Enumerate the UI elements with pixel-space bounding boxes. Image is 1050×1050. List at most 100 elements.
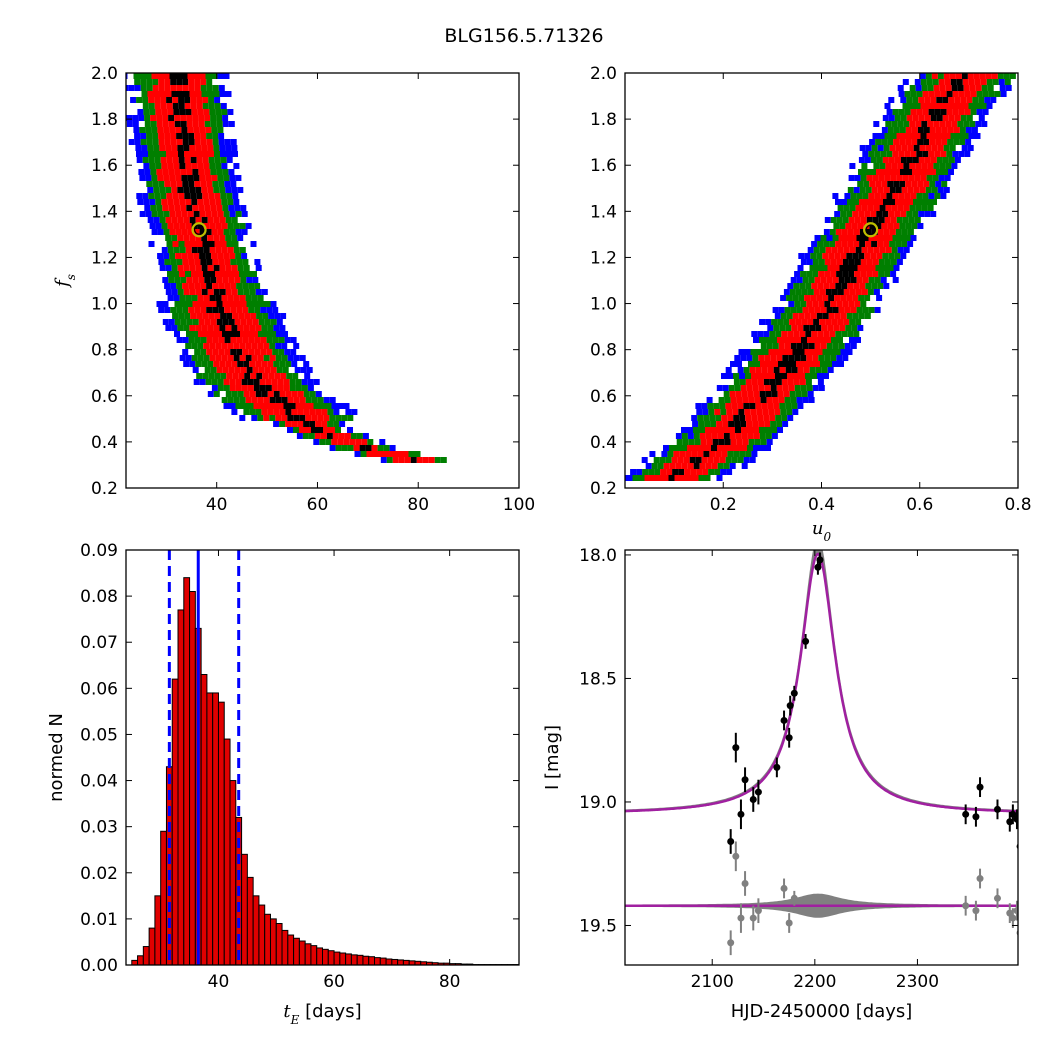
heatmap-cell: [218, 139, 225, 145]
heatmap-cell: [234, 331, 240, 337]
heatmap-cell: [780, 313, 787, 319]
heatmap-cell: [859, 283, 866, 289]
heatmap-cell: [844, 343, 851, 349]
heatmap-cell: [916, 151, 923, 157]
heatmap-cell: [162, 277, 169, 283]
heatmap-cell: [186, 331, 192, 337]
heatmap-cell: [687, 445, 693, 451]
heatmap-cell: [729, 391, 736, 397]
axes-frame: [624, 549, 1019, 966]
heatmap-cell: [774, 313, 781, 319]
heatmap-cell: [779, 367, 786, 373]
heatmap-cell: [745, 373, 751, 379]
heatmap-cell: [200, 259, 207, 265]
heatmap-cell: [813, 337, 819, 343]
heatmap-cell: [239, 397, 246, 403]
heatmap-cell: [226, 373, 233, 379]
heatmap-cell: [857, 181, 864, 187]
heatmap-cell: [165, 265, 172, 271]
heatmap-cell: [693, 433, 700, 439]
heatmap-cell: [886, 151, 893, 157]
heatmap-cell: [187, 175, 194, 181]
heatmap-cell: [201, 325, 208, 331]
heatmap-cell: [820, 235, 827, 241]
heatmap-cell: [158, 79, 165, 85]
heatmap-cell: [209, 271, 215, 277]
heatmap-cell: [900, 169, 906, 175]
heatmap-cell: [796, 307, 803, 313]
heatmap-cell: [774, 409, 781, 415]
heatmap-cell: [846, 253, 853, 259]
heatmap-cell: [257, 415, 264, 421]
data-point: [754, 788, 762, 796]
heatmap-cell: [143, 199, 150, 205]
heatmap-cell: [227, 223, 234, 229]
heatmap-cell: [778, 361, 784, 367]
heatmap-cell: [826, 235, 833, 241]
heatmap-cell: [250, 373, 257, 379]
heatmap-cell: [272, 337, 279, 343]
heatmap-cell: [183, 289, 190, 295]
histogram-bar: [322, 948, 329, 965]
heatmap-cell: [781, 331, 788, 337]
heatmap-cell: [341, 415, 348, 421]
heatmap-cell: [924, 169, 930, 175]
heatmap-cell: [723, 433, 730, 439]
heatmap-cell: [227, 295, 234, 301]
heatmap-cell: [252, 331, 258, 337]
data-point: [737, 810, 745, 818]
heatmap-cell: [796, 343, 803, 349]
heatmap-cell: [925, 199, 931, 205]
heatmap-cell: [157, 229, 164, 235]
heatmap-cell: [182, 337, 189, 343]
heatmap-cell: [164, 79, 171, 85]
heatmap-cell: [206, 349, 213, 355]
heatmap-cell: [128, 85, 135, 91]
heatmap-cell: [749, 457, 756, 463]
heatmap-cell: [160, 193, 167, 199]
heatmap-cell: [244, 373, 251, 379]
heatmap-cell: [232, 373, 239, 379]
heatmap-cell: [734, 355, 741, 361]
heatmap-cell: [306, 367, 313, 373]
heatmap-cell: [936, 115, 943, 121]
heatmap-cell: [210, 277, 217, 283]
heatmap-cell: [895, 199, 901, 205]
heatmap-cell: [740, 385, 747, 391]
heatmap-cell: [864, 253, 871, 259]
heatmap-cell: [241, 253, 248, 259]
heatmap-cell: [909, 85, 916, 91]
heatmap-cell: [271, 385, 278, 391]
heatmap-cell: [875, 223, 882, 229]
heatmap-cell: [260, 349, 267, 355]
heatmap-cell: [777, 391, 784, 397]
heatmap-cell: [841, 331, 848, 337]
heatmap-cell: [141, 145, 148, 151]
y-tick-label: 1.8: [91, 110, 118, 130]
heatmap-cell: [963, 121, 970, 127]
heatmap-cell: [384, 451, 391, 457]
heatmap-cell: [853, 229, 860, 235]
heatmap-cell: [944, 175, 951, 181]
heatmap-cell: [229, 403, 236, 409]
heatmap-cell: [212, 307, 219, 313]
heatmap-cell: [224, 307, 231, 313]
heatmap-cell: [833, 223, 840, 229]
heatmap-cell: [205, 127, 212, 133]
heatmap-cell: [748, 439, 755, 445]
heatmap-cell: [148, 103, 155, 109]
heatmap-cell: [794, 271, 801, 277]
heatmap-cell: [884, 271, 891, 277]
heatmap-cell: [724, 439, 731, 445]
heatmap-cell: [985, 73, 992, 79]
heatmap-cell: [824, 271, 831, 277]
heatmap-cell: [876, 169, 882, 175]
heatmap-cell: [220, 193, 227, 199]
heatmap-cell: [157, 175, 164, 181]
heatmap-cell: [899, 181, 906, 187]
heatmap-cell: [343, 439, 350, 445]
heatmap-cell: [845, 223, 852, 229]
heatmap-cell: [185, 295, 192, 301]
heatmap-cell: [863, 181, 870, 187]
heatmap-cell: [211, 385, 218, 391]
